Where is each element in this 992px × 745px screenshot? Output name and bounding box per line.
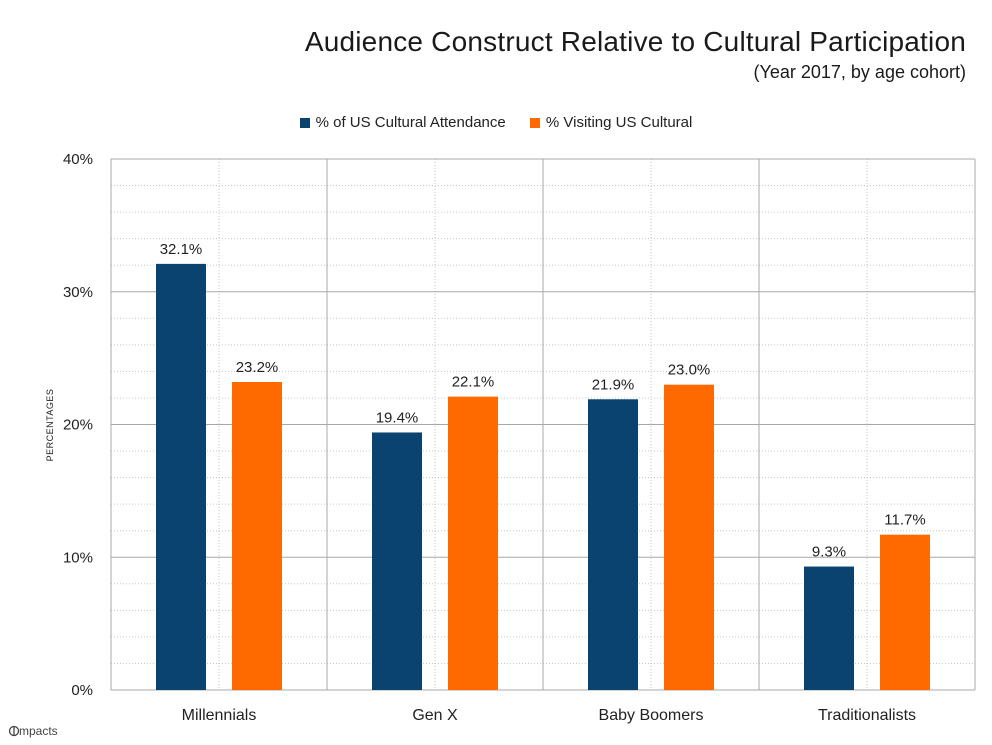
svg-text:mpacts: mpacts: [19, 724, 58, 738]
legend-label-attendance: % of US Cultural Attendance: [315, 114, 506, 131]
legend-swatch-visiting: [529, 117, 540, 128]
legend-label-visiting: % Visiting US Cultural: [545, 114, 693, 131]
data-label: 23.2%: [236, 359, 279, 376]
legend: % of US Cultural Attendance % Visiting U…: [0, 114, 992, 132]
x-tick-label: Gen X: [412, 707, 458, 724]
y-tick-label: 10%: [63, 549, 93, 566]
legend-item-attendance: % of US Cultural Attendance: [299, 114, 506, 131]
y-tick-label: 20%: [63, 417, 93, 434]
y-tick-label: 40%: [63, 151, 93, 168]
legend-item-visiting: % Visiting US Cultural: [529, 114, 693, 131]
bar: [804, 566, 854, 690]
y-tick-label: 0%: [71, 682, 93, 699]
bar: [372, 432, 422, 690]
data-label: 32.1%: [160, 241, 203, 258]
data-label: 22.1%: [452, 374, 495, 391]
legend-swatch-attendance: [299, 117, 310, 128]
bar: [664, 384, 714, 690]
bar: [232, 382, 282, 690]
x-tick-label: Millennials: [182, 707, 257, 724]
data-label: 19.4%: [376, 409, 419, 426]
bar: [156, 263, 206, 690]
impacts-logo: mpacts: [8, 722, 68, 741]
y-tick-label: 30%: [63, 284, 93, 301]
data-label: 23.0%: [668, 362, 711, 379]
data-label: 21.9%: [592, 376, 635, 393]
chart-title: Audience Construct Relative to Cultural …: [304, 26, 966, 57]
data-label: 9.3%: [812, 544, 846, 561]
impacts-logo-mark: mpacts: [8, 724, 58, 738]
data-label: 11.7%: [884, 512, 925, 529]
x-tick-label: Traditionalists: [818, 707, 916, 724]
bar: [448, 396, 498, 690]
chart-subtitle: (Year 2017, by age cohort): [753, 62, 966, 82]
bar: [588, 399, 638, 690]
bar: [880, 534, 930, 690]
x-tick-label: Baby Boomers: [599, 707, 704, 724]
